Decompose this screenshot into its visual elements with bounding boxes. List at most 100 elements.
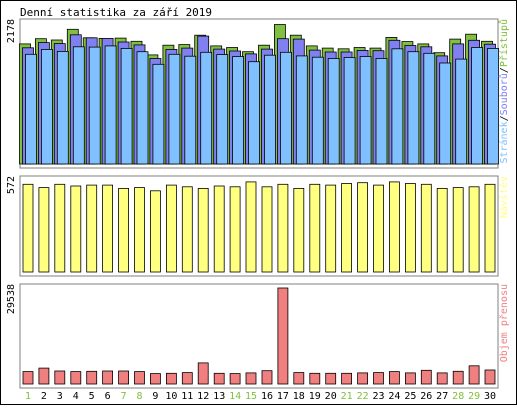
legend-entry: / [499,67,510,73]
bar [72,46,85,165]
x-tick-label: 19 [309,391,321,402]
bar [261,370,273,385]
bar [388,371,400,385]
bar [309,372,321,385]
y-max-label: 2178 [6,19,17,43]
bar [455,58,468,165]
bar [197,187,209,273]
bar [357,372,369,385]
bar [229,186,241,273]
x-tick-label: 14 [229,391,241,402]
x-tick-label: 22 [357,391,369,402]
x-tick-label: 30 [484,391,496,402]
bar [149,373,161,385]
bar [391,48,404,165]
bar [213,372,225,385]
bar [22,183,34,273]
series-návštěv [22,181,496,273]
bar [165,372,177,385]
bar [295,55,308,165]
bar [118,370,129,385]
hits-files-pages-panel: 2178 Stránek/Souborů/Přístupů [6,18,510,169]
legend: Stránek/Souborů/Přístupů [498,19,510,164]
panel-border [19,283,499,389]
bar [88,46,101,165]
legend-entry: Přístupů [498,19,510,67]
bar [468,186,480,273]
bar [118,187,129,273]
x-tick-label: 24 [388,391,400,402]
bar [38,187,50,273]
bar [213,185,225,273]
bar [471,47,484,165]
bar [149,190,161,273]
bar [25,53,37,165]
bar [359,56,372,165]
bar [216,54,229,165]
bar [104,45,117,165]
x-tick-label: 27 [436,391,448,402]
x-tick-label: 20 [325,391,337,402]
bar [293,372,305,385]
x-tick-label: 10 [165,391,177,402]
x-tick-label: 18 [293,391,305,402]
x-tick-label: 29 [468,391,480,402]
y-max-label: 29538 [6,284,17,314]
bar [181,372,193,385]
bar [404,183,416,273]
legend-entry: Návštěv [498,176,510,218]
bar [484,369,496,385]
bar [261,186,273,273]
x-tick-label: 15 [245,391,257,402]
bar [420,183,432,273]
bar [452,187,464,273]
y-max-label: 572 [6,176,17,194]
x-tick-label: 4 [73,391,79,402]
x-tick-label: 17 [277,391,289,402]
x-tick-label: 25 [404,391,416,402]
x-tick-label: 16 [261,391,273,402]
series-objem-přenosu [22,287,496,385]
bar [277,183,289,273]
bar [293,187,305,273]
bar [375,58,388,165]
bar [343,57,356,165]
bar [200,51,213,165]
legend: Objem přenosu [498,284,510,362]
kbytes-panel: 29538 Objem přenosu [6,283,510,389]
bar [341,372,353,385]
chart-title: Denní statistika za září 2019 [20,6,212,19]
bar [439,62,452,165]
bar [341,183,353,273]
bar [181,186,193,273]
bar [407,51,420,165]
bar [248,61,260,165]
x-tick-label: 9 [152,391,158,402]
bar [102,370,113,385]
x-tick-label: 12 [197,391,209,402]
bar [136,51,149,165]
legend-entry: Objem přenosu [498,284,510,362]
bar [197,362,209,385]
bar [487,48,499,165]
bar [277,287,289,385]
bar [54,183,66,273]
bar [420,369,432,385]
bar [229,373,241,385]
bar [168,53,181,165]
x-tick-label: 1 [25,391,31,402]
bar [373,184,384,273]
bar [184,55,197,165]
x-tick-label: 2 [41,391,47,402]
bar [264,54,276,165]
bar [70,185,82,273]
legend-entry: / [499,115,510,121]
bar [165,184,177,273]
x-tick-label: 5 [89,391,95,402]
x-tick-label: 28 [452,391,464,402]
x-tick-label: 21 [341,391,353,402]
x-axis-labels: 1 2 3 4 5 6 7 8 9 10 11 12 13 14 15 16 17 18 19 20 21 22 23 24 2… [25,391,496,402]
bar [70,371,82,385]
bar [325,184,337,273]
